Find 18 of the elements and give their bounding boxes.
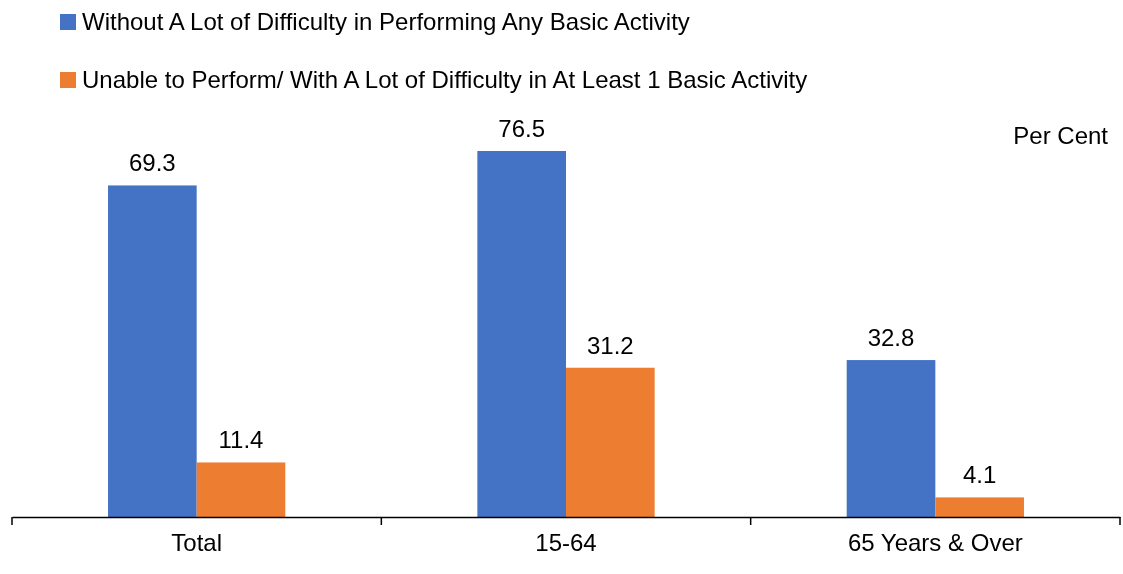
data-label: 4.1 xyxy=(962,461,997,489)
bar xyxy=(477,151,566,517)
bar xyxy=(196,462,286,517)
bar xyxy=(846,360,936,517)
legend-label: Without A Lot of Difficulty in Performing Any Basic Activity xyxy=(82,8,690,35)
x-tick-label: 65 Years & Over xyxy=(847,529,1023,557)
y-axis-title: Per Cent xyxy=(1013,122,1109,149)
data-label: 32.8 xyxy=(867,324,915,352)
bar xyxy=(108,185,197,517)
data-label: 76.5 xyxy=(498,115,546,142)
data-label: 11.4 xyxy=(218,426,264,454)
bar xyxy=(935,497,1024,517)
x-tick-label: 15-64 xyxy=(535,529,597,557)
data-label: 69.3 xyxy=(128,149,176,177)
data-label: 31.2 xyxy=(586,331,634,359)
x-tick-label: Total xyxy=(171,529,223,557)
bar xyxy=(566,367,655,517)
legend-label: Unable to Perform/ With A Lot of Difficulty in At Least 1 Basic Activity xyxy=(82,66,808,93)
